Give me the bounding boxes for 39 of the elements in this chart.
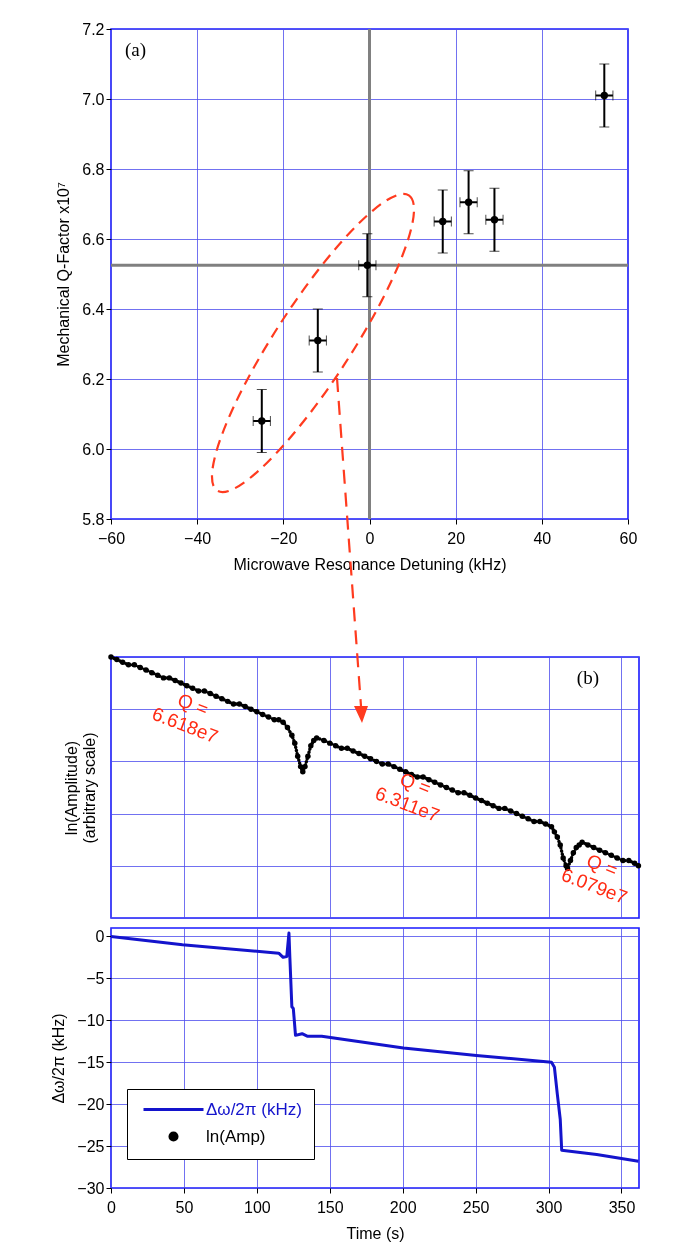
- x-tick-label: 350: [608, 1198, 636, 1216]
- x-tick-label: 40: [533, 529, 552, 547]
- x-tick-label: −40: [184, 529, 212, 547]
- x-tick-label: 50: [175, 1198, 194, 1216]
- y-tick-label: −15: [77, 1053, 105, 1071]
- annotation: (a): [125, 39, 147, 61]
- y-axis-title: Δω/2π (kHz): [50, 1013, 68, 1104]
- x-tick-label: 150: [316, 1198, 344, 1216]
- x-tick-label: 200: [389, 1198, 417, 1216]
- x-tick-label: 300: [535, 1198, 563, 1216]
- y-tick-label: −20: [77, 1095, 105, 1113]
- x-tick-label: 100: [244, 1198, 271, 1216]
- x-tick-label: −20: [270, 529, 298, 547]
- y-tick-label: 7.2: [82, 20, 105, 38]
- x-tick-label: 250: [462, 1198, 490, 1216]
- x-axis-title: Time (s): [346, 1224, 405, 1242]
- legend-label: ln(Amp): [206, 1126, 266, 1146]
- y-tick-label: −25: [77, 1137, 105, 1155]
- y-tick-label: 5.8: [82, 510, 105, 528]
- y-tick-label: 6.4: [82, 300, 105, 318]
- x-tick-label: 60: [619, 529, 638, 547]
- y-tick-label: 0: [95, 927, 105, 945]
- legend-label: Δω/2π (kHz): [206, 1099, 302, 1119]
- y-axis-title: Mechanical Q-Factor x10⁷: [55, 182, 73, 367]
- x-axis-title: Microwave Resonance Detuning (kHz): [233, 555, 507, 573]
- x-tick-label: 0: [107, 1198, 117, 1216]
- y-tick-label: −30: [77, 1179, 105, 1197]
- y-tick-label: 7.0: [82, 90, 105, 108]
- y-tick-label: −10: [77, 1011, 105, 1029]
- y-tick-label: 6.6: [82, 230, 105, 248]
- y-tick-label: 6.2: [82, 370, 105, 388]
- x-tick-label: 0: [365, 529, 375, 547]
- y-tick-label: 6.8: [82, 160, 105, 178]
- x-tick-label: 20: [447, 529, 466, 547]
- x-tick-label: −60: [97, 529, 126, 547]
- y-tick-label: −5: [86, 969, 105, 987]
- y-axis-title: ln(Amplitude) (arbitrary scale): [62, 732, 98, 844]
- y-tick-label: 6.0: [82, 440, 105, 458]
- annotation: (b): [576, 667, 599, 689]
